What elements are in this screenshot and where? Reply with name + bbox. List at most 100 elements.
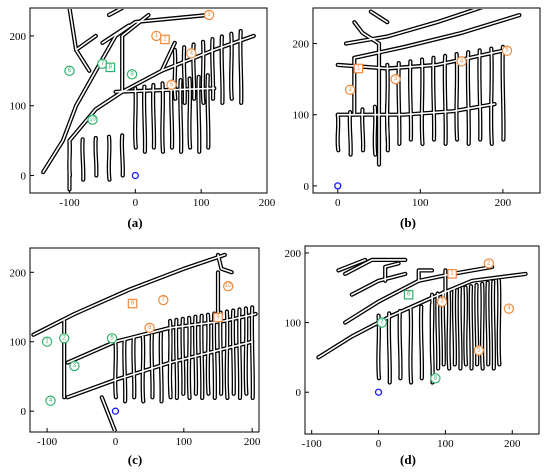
tunnel-inner — [497, 279, 501, 366]
tunnel-outline — [67, 9, 92, 73]
tunnel-inner — [114, 340, 117, 399]
tunnel-inner — [188, 317, 191, 399]
tunnel-inner — [492, 280, 495, 370]
tunnel-inner — [169, 320, 172, 395]
panel-label-c: (c) — [127, 452, 143, 467]
tunnel-inner — [336, 113, 340, 152]
tunnel-inner — [490, 47, 493, 145]
circle-marker: 7 — [376, 317, 388, 328]
tunnel-inner — [443, 55, 447, 145]
origin-marker — [334, 182, 342, 190]
marker-label: 10 — [89, 117, 96, 123]
x-tick-label: 0 — [335, 197, 341, 209]
tunnel-inner — [179, 79, 183, 153]
tunnel-network — [316, 257, 528, 385]
tunnel-inner — [486, 281, 490, 366]
tunnel-inner — [467, 51, 470, 145]
tunnel-inner — [173, 49, 177, 100]
marker-label: 6 — [68, 68, 72, 74]
marker-label: 6 — [131, 301, 135, 307]
marker-label: 1 — [450, 271, 454, 277]
marker-label: 2 — [348, 87, 352, 93]
tunnel-inner — [206, 74, 210, 149]
marker-label: 1 — [155, 33, 159, 39]
x-tick-label: 0 — [133, 197, 139, 209]
tunnel-inner — [232, 309, 235, 395]
marker-label: 8 — [434, 375, 438, 381]
tunnel-inner — [150, 334, 154, 399]
tunnel-inner — [230, 32, 233, 100]
y-tick-label: 0 — [21, 406, 27, 418]
marker-label: 3 — [394, 76, 398, 82]
tunnel-inner — [458, 287, 462, 370]
tunnel-inner — [152, 84, 155, 149]
tunnel-inner — [94, 137, 98, 177]
tunnel-inner — [370, 10, 389, 23]
x-tick-label: 100 — [176, 436, 193, 448]
y-tick-label: 200 — [10, 31, 27, 43]
tunnel-inner — [194, 315, 197, 395]
plot-a: -100 0 100 200 0 100 200 12 3 4 5 6 78 9 10 — [10, 7, 276, 209]
circle-marker: 5 — [473, 345, 485, 356]
circle-marker: 8 — [144, 322, 155, 334]
plot-c: -100 0 100 200 0 100 200 1 2 3 4 5 6 7 8 9 10 — [10, 247, 261, 448]
marker-label: 4 — [460, 58, 464, 64]
panel-d: -100 0 100 200 0 100 200 1 2 3 4 5 6 7 8 — [275, 236, 550, 472]
panel-label-b: (b) — [400, 215, 416, 230]
tunnel-inner — [397, 62, 401, 145]
origin-marker — [111, 407, 120, 415]
square-marker: 6 — [403, 289, 414, 300]
tunnel-inner — [141, 335, 145, 403]
y-tick-label: 100 — [293, 110, 310, 122]
marker-label: 7 — [380, 320, 384, 326]
tunnel-inner — [417, 269, 433, 282]
tunnel-inner — [220, 35, 224, 104]
tunnel-inner — [183, 46, 186, 104]
marker-label: 6 — [407, 292, 411, 298]
marker-label: 7 — [162, 297, 166, 303]
marker-label: 1 — [357, 65, 361, 71]
tunnel-inner — [207, 313, 210, 395]
tunnel-inner — [101, 396, 116, 431]
plot-frame — [29, 247, 260, 433]
tunnel-inner — [197, 76, 201, 153]
tunnel-inner — [200, 314, 204, 399]
tunnel-inner — [361, 108, 364, 152]
tunnel-inner — [32, 254, 226, 336]
square-marker: 1 — [353, 63, 364, 74]
circle-marker: 4 — [503, 303, 515, 314]
square-marker: 9 — [213, 312, 223, 323]
x-tick-label: 100 — [193, 197, 210, 209]
tunnel-inner — [384, 262, 400, 282]
tunnel-inner — [317, 273, 527, 359]
circle-marker: 1 — [41, 336, 53, 347]
tunnel-inner — [244, 307, 248, 395]
square-marker: 2 — [160, 34, 170, 45]
marker-label: 5 — [505, 48, 509, 54]
panel-label-a: (a) — [127, 215, 143, 230]
y-tick-label: 100 — [10, 101, 27, 113]
marker-label: 7 — [101, 61, 105, 67]
y-tick-label: 100 — [10, 337, 27, 349]
tunnel-inner — [409, 60, 412, 141]
circle-marker: 10 — [223, 280, 234, 292]
tunnel-inner — [464, 286, 467, 366]
x-tick-label: 0 — [113, 436, 119, 448]
tunnel-inner — [81, 138, 85, 181]
tunnel-inner — [108, 9, 123, 16]
circle-marker: 2 — [58, 333, 70, 344]
tunnel-inner — [68, 139, 71, 177]
marker-label: 1 — [45, 339, 49, 345]
panel-label-d: (d) — [400, 452, 416, 467]
tunnel-inner — [373, 105, 377, 156]
y-tick-label: 200 — [10, 267, 27, 279]
plot-d: -100 0 100 200 0 100 200 1 2 3 4 5 6 7 8 — [285, 245, 540, 450]
tunnel-inner — [348, 111, 352, 156]
tunnel-inner — [447, 290, 450, 370]
marker-label: 9 — [130, 71, 134, 77]
marker-label: 2 — [487, 260, 491, 266]
tunnel-inner — [188, 77, 191, 149]
marker-label: 5 — [170, 82, 174, 88]
tunnel-inner — [225, 310, 229, 399]
circle-marker: 9 — [126, 69, 138, 80]
